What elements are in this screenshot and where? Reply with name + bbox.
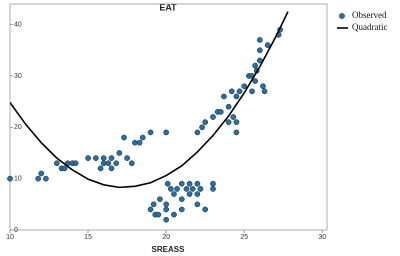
data-point [210,180,216,187]
data-point [236,88,243,95]
data-point [113,160,120,167]
data-point [171,191,177,197]
data-point [197,186,204,192]
legend-marker [339,13,345,19]
data-point [257,37,263,43]
data-point [183,186,190,192]
data-point [178,196,185,203]
y-tick-label: 40 [14,21,22,28]
x-tick-label: 30 [318,234,326,241]
data-point [132,139,138,146]
data-point [249,88,255,95]
data-point [225,103,232,110]
data-point [108,155,115,161]
data-point [85,155,91,161]
data-point [163,201,170,208]
data-point [210,114,216,120]
data-point [157,196,163,203]
data-point [210,186,216,192]
data-point [202,206,209,213]
x-axis-label: SREASS [152,245,186,254]
data-point [72,160,79,167]
data-point [136,139,143,146]
data-point [189,186,196,192]
data-point [233,93,240,100]
data-point [105,160,112,167]
data-point [147,129,154,136]
data-point [97,165,104,172]
data-point [155,211,162,218]
data-point [35,175,41,182]
data-point [225,119,232,125]
legend-label: Quadratic [352,22,387,32]
data-point [264,42,271,48]
data-point [116,150,123,156]
data-point [194,201,201,208]
data-point [7,175,13,182]
data-point [53,160,60,167]
data-point [199,124,205,131]
data-point [163,129,170,136]
data-point [194,180,201,187]
data-point [100,155,107,161]
data-point [252,78,259,84]
x-tick-label: 10 [6,234,14,241]
data-point [252,62,259,69]
data-point [108,165,115,172]
data-point [228,88,235,95]
data-point [233,119,240,125]
chart-title: EAT [159,2,177,12]
x-tick-label: 15 [84,234,92,241]
data-point [221,93,227,100]
data-point [241,83,248,90]
data-point [260,83,266,90]
data-point [261,88,268,95]
y-tick-label: 0 [14,227,18,234]
data-point [174,186,180,192]
data-point [61,165,68,172]
data-point [233,129,240,136]
data-point [38,170,45,177]
data-point [163,206,170,213]
x-tick-label: 20 [162,234,170,241]
data-point [163,216,170,223]
data-point [121,134,127,141]
data-point [257,47,263,54]
data-point [139,134,146,141]
data-point [186,191,193,197]
data-point [164,180,171,187]
y-tick-label: 20 [14,124,22,131]
data-point [150,201,157,208]
legend-label: Observed [352,10,387,20]
data-point [128,160,135,167]
data-point [124,155,130,161]
data-point [186,180,193,187]
data-point [100,160,107,167]
data-point [217,109,224,115]
data-point [167,186,174,192]
data-point [202,119,209,125]
plot-frame [9,3,328,231]
data-point [178,180,185,187]
x-tick-label: 25 [240,234,248,241]
data-point [194,129,201,136]
y-tick-label: 10 [14,175,22,182]
data-point [230,114,237,120]
data-point [178,206,185,213]
data-point [93,155,99,161]
fit-line [10,11,289,189]
data-point [43,175,49,182]
y-tick-label: 30 [14,73,22,80]
data-point [171,211,177,218]
data-point [147,206,154,213]
data-point [194,191,201,197]
